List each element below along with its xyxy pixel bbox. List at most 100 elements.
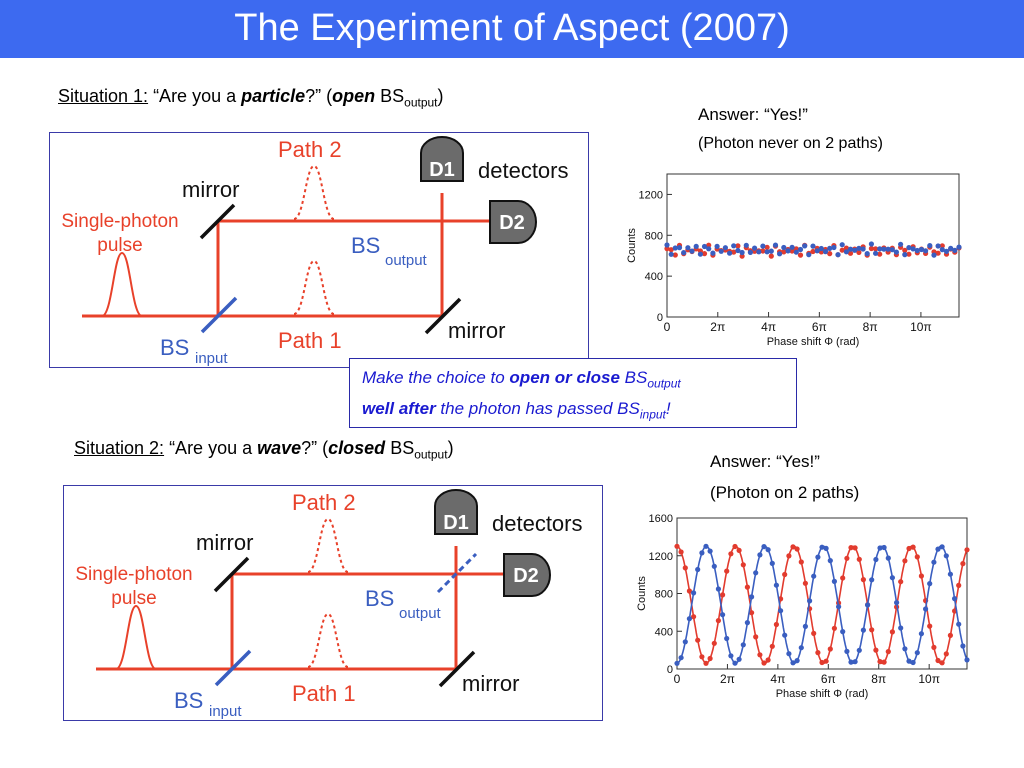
data-point <box>701 251 708 257</box>
data-point <box>691 590 697 596</box>
situation1-keyword: particle <box>241 86 306 106</box>
data-point <box>811 573 817 579</box>
data-point <box>711 563 717 569</box>
data-point <box>682 565 688 571</box>
data-point <box>789 244 795 250</box>
data-point <box>740 642 746 648</box>
x-tick-label: 8π <box>871 672 886 686</box>
data-point <box>923 606 929 612</box>
y-tick-label: 0 <box>657 312 663 324</box>
data-point <box>724 568 730 574</box>
data-point <box>831 244 837 251</box>
data-point <box>699 654 705 660</box>
mirror-label-bottom: mirror <box>462 671 519 696</box>
data-point <box>906 545 912 552</box>
data-point <box>735 243 741 249</box>
data-point <box>773 582 779 588</box>
d2-label: D2 <box>513 565 539 587</box>
data-point <box>753 570 759 576</box>
data-point <box>815 554 821 560</box>
data-point <box>881 544 887 551</box>
bs-input-sub: input <box>209 703 242 719</box>
data-point <box>731 249 737 255</box>
y-tick-label: 1200 <box>639 189 663 201</box>
data-point <box>691 614 697 620</box>
bs-output-label: BS <box>351 233 380 258</box>
data-point <box>835 252 841 258</box>
situation2-heading: Situation 2: “Are you a wave?” (closed B… <box>74 438 454 462</box>
data-point <box>686 616 692 622</box>
data-point <box>706 246 712 252</box>
data-point <box>889 575 895 581</box>
data-point <box>703 543 709 549</box>
pulse-path1 <box>307 612 349 668</box>
x-tick-label: 4π <box>761 320 776 334</box>
data-point <box>786 553 792 559</box>
data-point <box>873 250 879 256</box>
data-point <box>952 247 958 253</box>
pulse-path2 <box>293 164 335 220</box>
data-point <box>701 243 708 250</box>
data-point <box>789 248 795 254</box>
data-point <box>869 627 875 633</box>
situation2-mode: closed <box>328 438 386 458</box>
y-tick-label: 1200 <box>649 551 673 563</box>
data-point <box>756 249 762 255</box>
note-bs: BS <box>619 368 648 387</box>
data-point <box>814 248 820 254</box>
data-point <box>943 248 950 254</box>
data-point <box>844 648 850 654</box>
data-point <box>918 631 924 637</box>
data-point <box>711 640 717 646</box>
data-point <box>668 247 674 253</box>
y-axis-label: Counts <box>626 228 638 263</box>
d1-detector-icon <box>434 489 478 535</box>
data-point <box>769 643 775 649</box>
data-point <box>697 251 703 257</box>
d2-detector-icon <box>489 200 537 244</box>
data-point <box>695 637 701 643</box>
data-point <box>902 252 908 258</box>
y-tick-label: 1600 <box>649 513 673 525</box>
x-tick-label: 6π <box>821 672 836 686</box>
path1-label: Path 1 <box>278 328 342 353</box>
x-axis-label: Phase shift Φ (rad) <box>767 336 860 348</box>
data-point <box>777 251 783 257</box>
data-point <box>914 247 920 254</box>
data-point <box>672 252 678 258</box>
slide-title: The Experiment of Aspect (2007) <box>234 7 790 49</box>
data-point <box>827 251 833 257</box>
data-point <box>664 246 670 252</box>
bs-output-closed <box>436 552 478 594</box>
data-point <box>840 575 846 581</box>
data-point <box>760 248 766 254</box>
note-bs-input-sub: input <box>639 407 666 422</box>
data-point <box>898 625 904 631</box>
note-exclaim: ! <box>665 399 671 419</box>
note-bs-sub: output <box>647 376 681 391</box>
chart-particle-svg: 0 400 800 1200 0 2π 4π 6π 8π 10π Phase shift Φ (ra… <box>626 173 962 348</box>
data-point <box>764 244 770 250</box>
data-point <box>931 252 937 258</box>
data-point <box>735 247 741 254</box>
situation1-mode: open <box>332 86 376 106</box>
data-point <box>956 621 962 627</box>
data-point <box>760 243 766 249</box>
data-point <box>676 245 683 251</box>
note-text: Make the choice to <box>362 368 510 387</box>
mirror-bottom-right <box>424 297 462 335</box>
data-point <box>806 252 812 258</box>
x-tick-label: 6π <box>812 320 827 334</box>
data-point <box>769 560 775 566</box>
data-point <box>902 558 908 564</box>
data-point <box>889 247 895 253</box>
x-tick-label: 4π <box>770 672 785 686</box>
data-point <box>686 588 692 594</box>
data-point <box>856 249 862 255</box>
data-point <box>831 625 837 631</box>
data-point <box>695 566 701 573</box>
data-point <box>906 251 912 257</box>
situation2-question: “Are you a <box>164 438 258 458</box>
data-point <box>935 250 941 256</box>
data-point <box>761 660 767 666</box>
